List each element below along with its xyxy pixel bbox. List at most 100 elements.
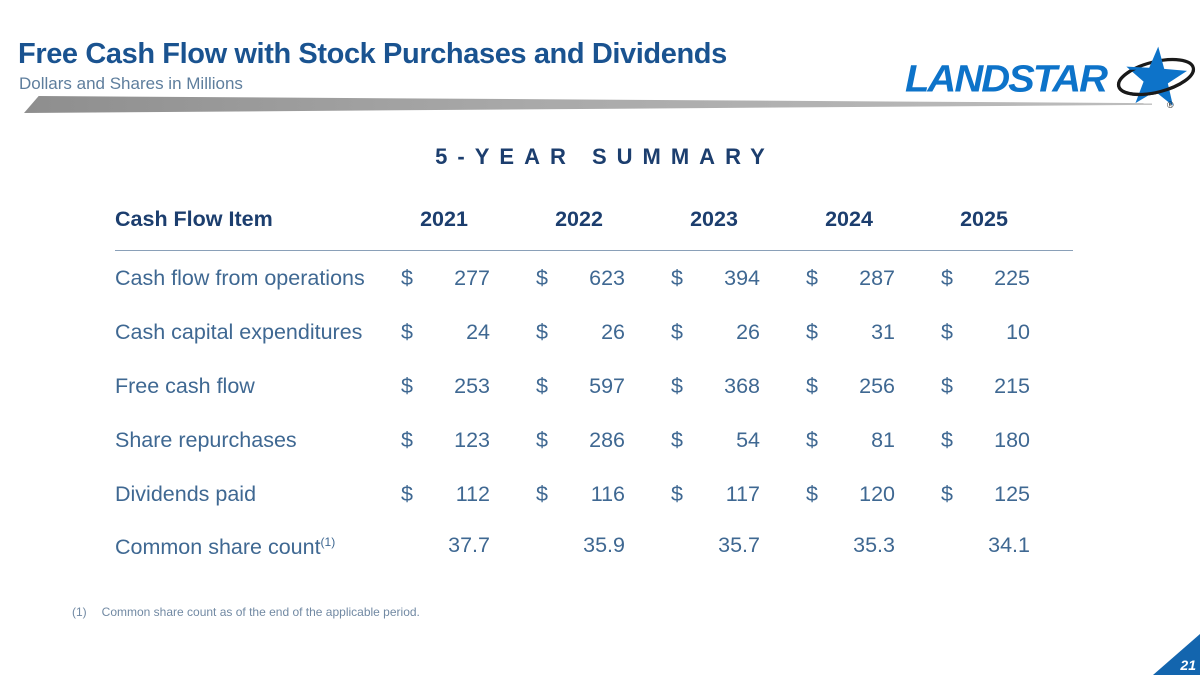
table-row: Common share count(1) 37.7 35.9 35.7 35.3 34.… — [115, 521, 1073, 575]
cell-value: 116 — [590, 481, 625, 506]
cell-value: 125 — [994, 481, 1030, 506]
dollar-sign: $ — [806, 427, 818, 452]
cell-value: 215 — [994, 373, 1030, 398]
row-label: Free cash flow — [115, 373, 255, 398]
dollar-sign: $ — [401, 427, 413, 452]
dollar-sign: $ — [401, 265, 413, 290]
table-cell: $112 — [398, 482, 533, 507]
cell-value: 81 — [871, 427, 895, 452]
dollar-sign — [671, 533, 683, 558]
table-row: Free cash flow $253 $597 $368 $256 $215 — [115, 359, 1073, 413]
row-label: Cash flow from operations — [115, 265, 365, 290]
landstar-wordmark: LANDSTAR — [905, 58, 1108, 100]
cell-value: 37.7 — [448, 532, 490, 557]
table-cell: $256 — [803, 374, 938, 399]
table-cell: $10 — [938, 320, 1073, 345]
cell-value: 597 — [589, 373, 625, 398]
row-label: Dividends paid — [115, 481, 257, 506]
dollar-sign — [941, 533, 953, 558]
table-cell: 35.9 — [533, 533, 668, 564]
table-body: Cash flow from operations $277 $623 $394 $28… — [115, 251, 1073, 575]
cell-value: 54 — [736, 427, 760, 452]
table-cell: $368 — [668, 374, 803, 399]
table-header-row: Cash Flow Item 2021 2022 2023 2024 2025 — [115, 194, 1073, 251]
dollar-sign: $ — [671, 265, 683, 290]
row-label: Cash capital expenditures — [115, 319, 363, 344]
cell-value: 123 — [454, 427, 490, 452]
table-cell: $26 — [533, 320, 668, 345]
table-cell: $120 — [803, 482, 938, 507]
table-cell: $81 — [803, 428, 938, 453]
registered-trademark: ® — [1167, 100, 1174, 110]
column-header-year: 2021 — [420, 206, 468, 231]
table-row: Dividends paid $112 $116 $117 $120 $125 — [115, 467, 1073, 521]
cell-value: 368 — [724, 373, 760, 398]
footnote-reference-superscript: (1) — [320, 535, 336, 550]
cell-value: 286 — [589, 427, 625, 452]
dollar-sign: $ — [401, 481, 413, 506]
dollar-sign: $ — [536, 373, 548, 398]
dollar-sign: $ — [806, 319, 818, 344]
table-cell: $117 — [668, 482, 803, 507]
column-header-year: 2024 — [825, 206, 873, 231]
dollar-sign — [536, 533, 548, 558]
dollar-sign — [806, 533, 818, 558]
table-row: Cash capital expenditures $24 $26 $26 $31 $10 — [115, 305, 1073, 359]
cell-value: 35.7 — [718, 532, 760, 557]
table-cell: $286 — [533, 428, 668, 453]
cell-value: 35.3 — [853, 532, 895, 557]
dollar-sign: $ — [671, 427, 683, 452]
cell-value: 31 — [871, 319, 895, 344]
cell-value: 26 — [736, 319, 760, 344]
cell-value: 180 — [994, 427, 1030, 452]
cell-value: 225 — [994, 265, 1030, 290]
table-cell: $54 — [668, 428, 803, 453]
table-cell: $225 — [938, 266, 1073, 291]
cell-value: 34.1 — [988, 532, 1030, 557]
table-row: Cash flow from operations $277 $623 $394 $28… — [115, 251, 1073, 305]
table-cell: 35.3 — [803, 533, 938, 564]
page-title: Free Cash Flow with Stock Purchases and … — [18, 38, 727, 70]
dollar-sign: $ — [806, 481, 818, 506]
table-cell: $215 — [938, 374, 1073, 399]
table-cell: $277 — [398, 266, 533, 291]
dollar-sign: $ — [401, 373, 413, 398]
dollar-sign: $ — [671, 319, 683, 344]
table-cell: $597 — [533, 374, 668, 399]
dollar-sign — [401, 533, 413, 558]
dollar-sign: $ — [941, 265, 953, 290]
table-cell: 34.1 — [938, 533, 1073, 564]
table-cell: $253 — [398, 374, 533, 399]
cell-value: 112 — [455, 481, 490, 506]
table-cell: 35.7 — [668, 533, 803, 564]
table-cell: $116 — [533, 482, 668, 507]
table-cell: $24 — [398, 320, 533, 345]
dollar-sign: $ — [806, 265, 818, 290]
column-header-item: Cash Flow Item — [115, 206, 273, 231]
page-number: 21 — [1180, 657, 1196, 673]
table-cell: $623 — [533, 266, 668, 291]
dollar-sign: $ — [671, 481, 683, 506]
dollar-sign: $ — [671, 373, 683, 398]
table-row: Share repurchases $123 $286 $54 $81 $180 — [115, 413, 1073, 467]
table-cell: $180 — [938, 428, 1073, 453]
table-cell: $123 — [398, 428, 533, 453]
dollar-sign: $ — [806, 373, 818, 398]
cell-value: 117 — [725, 481, 760, 506]
dollar-sign: $ — [941, 373, 953, 398]
cell-value: 35.9 — [583, 532, 625, 557]
dollar-sign: $ — [536, 427, 548, 452]
cell-value: 253 — [454, 373, 490, 398]
dollar-sign: $ — [941, 319, 953, 344]
row-label: Common share count(1) — [115, 535, 336, 560]
table-cell: $394 — [668, 266, 803, 291]
cell-value: 120 — [859, 481, 895, 506]
section-heading: 5-YEAR SUMMARY — [435, 144, 775, 169]
table-cell: $31 — [803, 320, 938, 345]
cell-value: 10 — [1006, 319, 1030, 344]
dollar-sign: $ — [536, 319, 548, 344]
table-cell: $287 — [803, 266, 938, 291]
cell-value: 24 — [466, 319, 490, 344]
cell-value: 623 — [589, 265, 625, 290]
